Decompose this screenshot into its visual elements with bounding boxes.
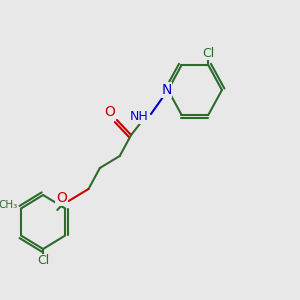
Text: Cl: Cl [37, 254, 49, 268]
Text: O: O [56, 191, 67, 205]
Text: N: N [161, 83, 172, 97]
Text: Cl: Cl [202, 47, 214, 60]
Text: CH₃: CH₃ [0, 200, 18, 211]
Text: NH: NH [130, 110, 149, 124]
Text: O: O [104, 106, 115, 119]
